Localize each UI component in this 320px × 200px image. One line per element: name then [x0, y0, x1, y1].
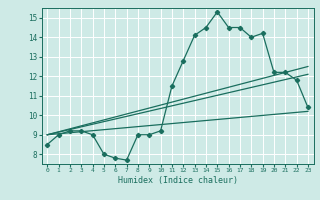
X-axis label: Humidex (Indice chaleur): Humidex (Indice chaleur): [118, 176, 237, 185]
